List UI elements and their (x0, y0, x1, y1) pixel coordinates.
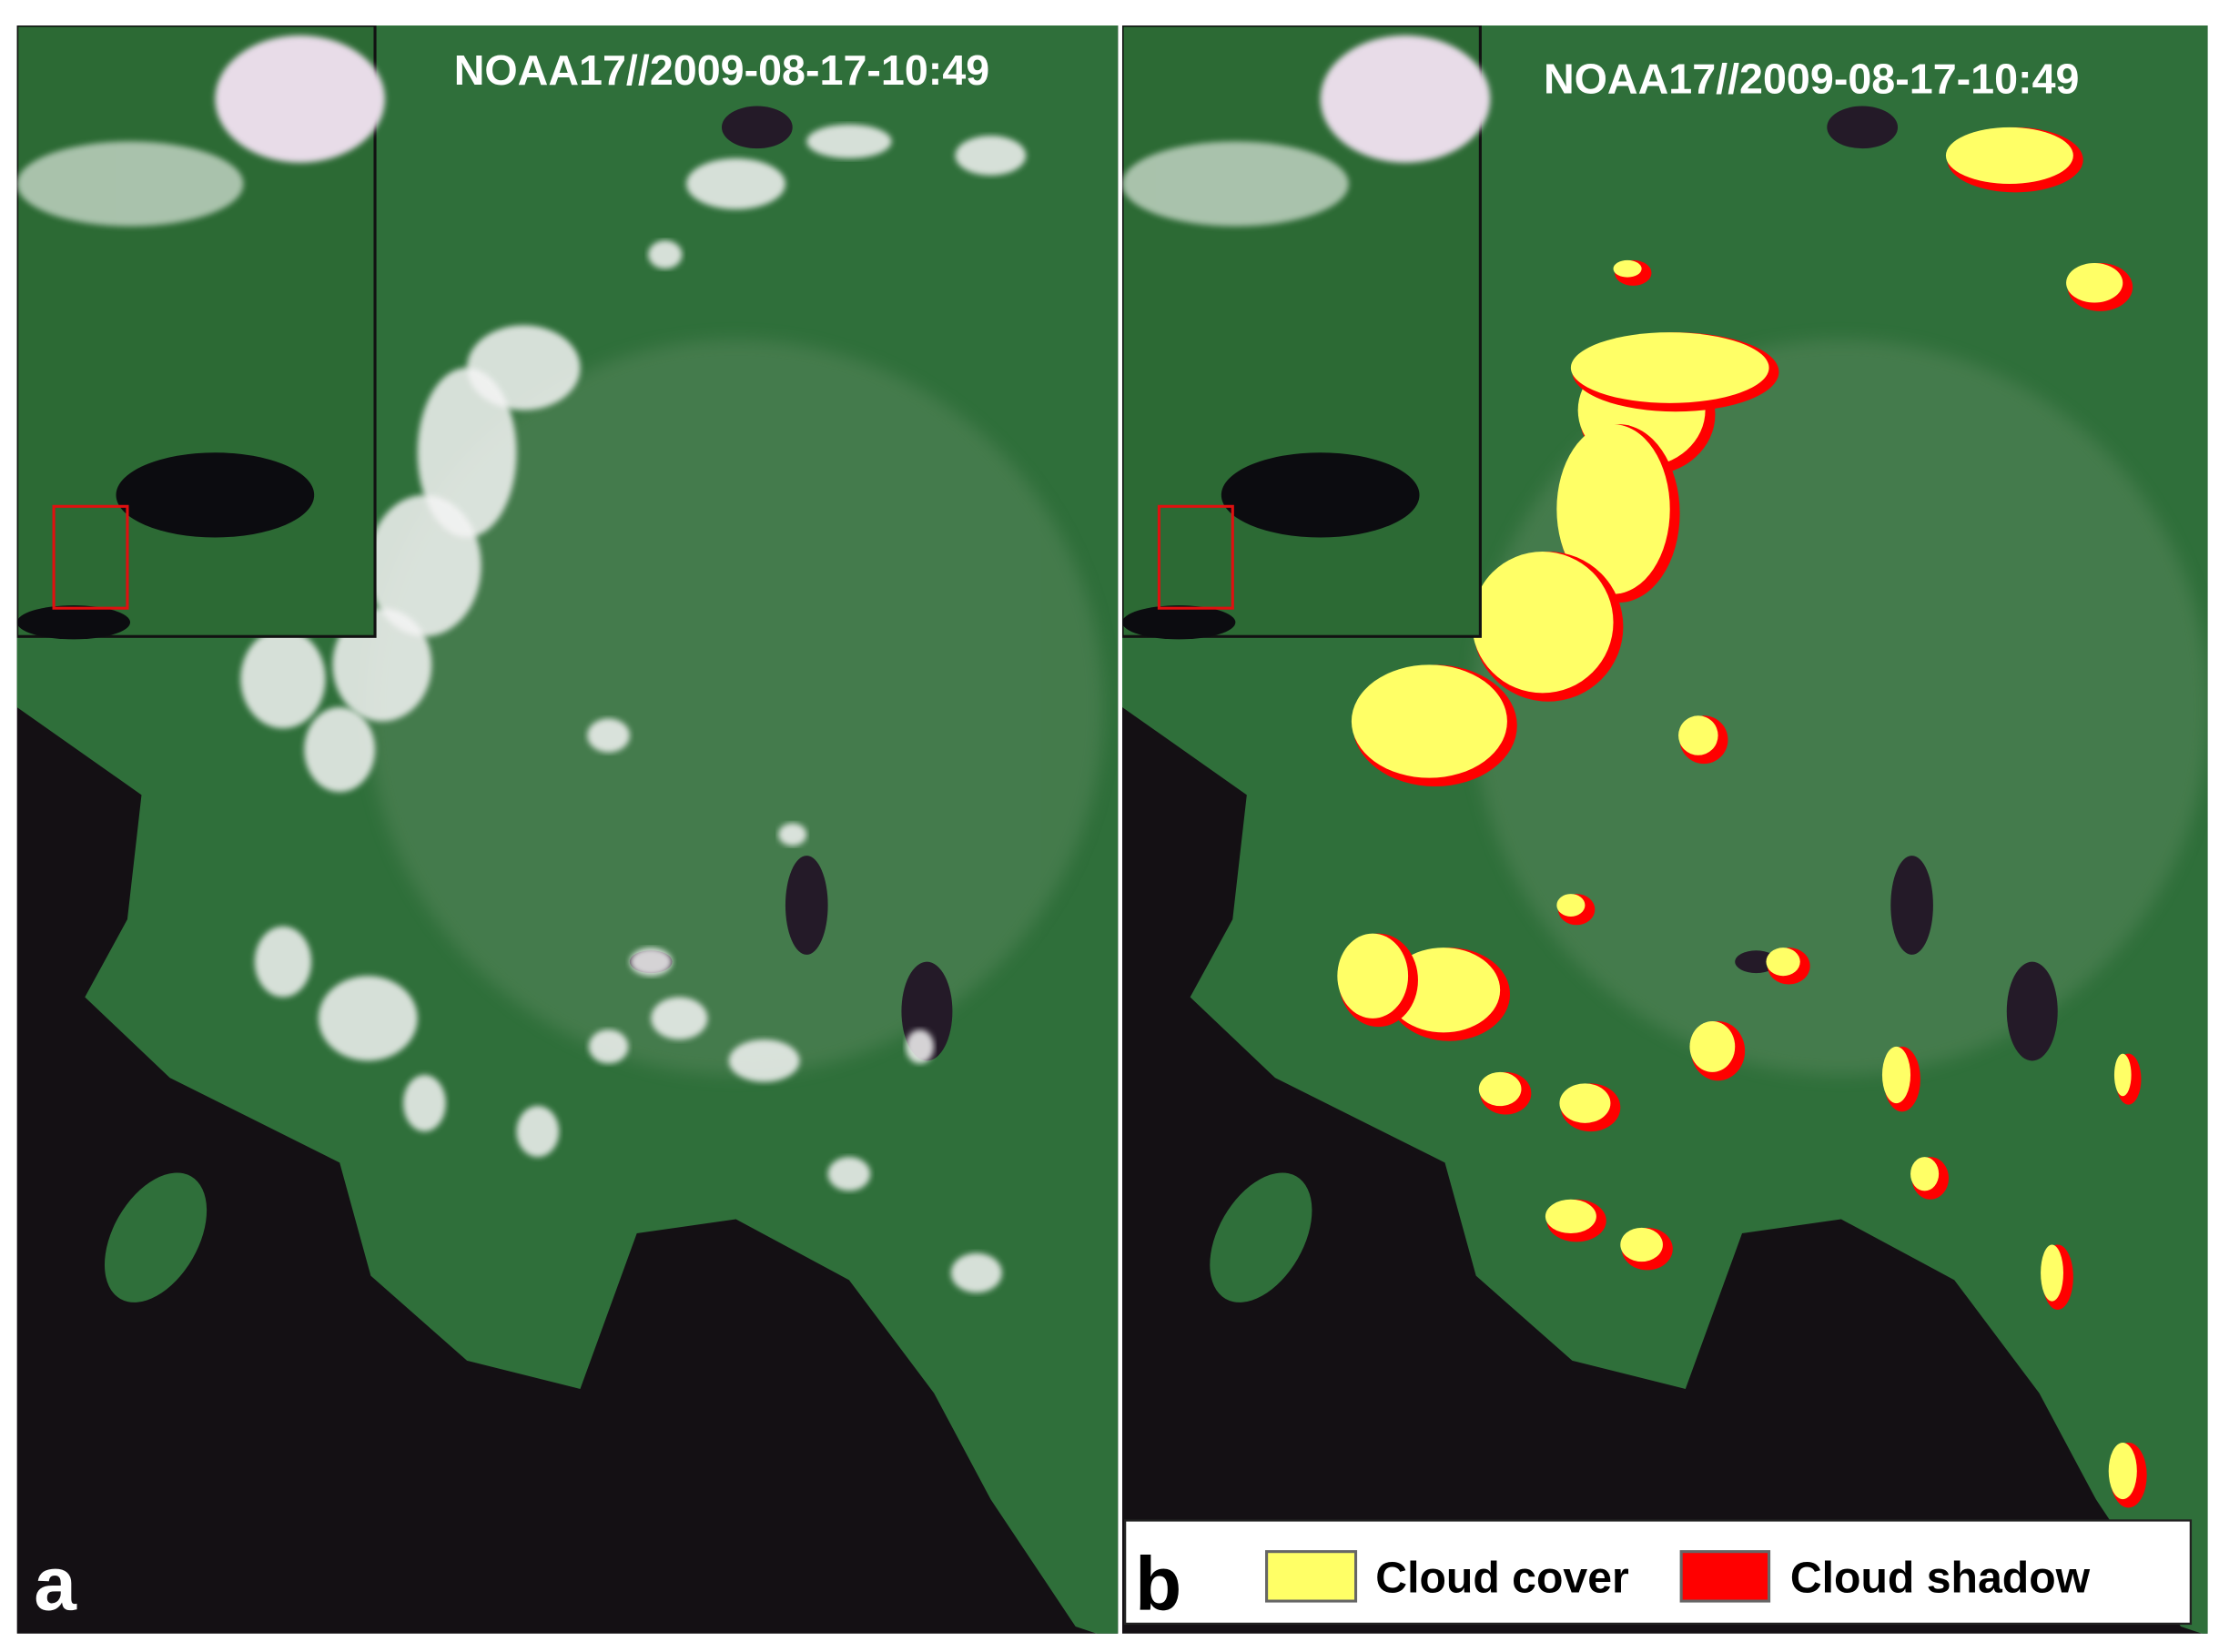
timestamp: NOAA17//2009-08-17-10:49 (1544, 56, 2080, 103)
inset-sea (116, 452, 315, 538)
cloud (648, 240, 683, 269)
legend-swatch (1265, 1550, 1358, 1603)
cloud (806, 124, 892, 159)
cloud-cover (1910, 1157, 1940, 1191)
lake (785, 856, 828, 955)
cloud-cover (1570, 332, 1769, 403)
inset-cloud (16, 141, 244, 227)
legend-swatch (1679, 1550, 1771, 1603)
cloud (516, 1106, 560, 1158)
lake (2006, 961, 2058, 1061)
cloud (778, 823, 807, 846)
cloud (906, 1029, 935, 1064)
cloud (587, 718, 630, 753)
cloud (240, 629, 326, 729)
cloud-cover (1945, 127, 2073, 185)
cloud (629, 948, 673, 977)
cloud-cover (1620, 1227, 1663, 1262)
inset-sea (1121, 605, 1236, 640)
cloud (728, 1039, 800, 1082)
cloud (651, 997, 708, 1040)
panel-label: b (1135, 1540, 1181, 1626)
land-tone (368, 339, 1104, 1075)
lake (1827, 106, 1899, 149)
timestamp: NOAA17//2009-08-17-10:49 (454, 46, 990, 94)
cloud-cover (2041, 1244, 2063, 1302)
panel-label: a (34, 1540, 77, 1626)
cloud-cover (1613, 259, 1642, 278)
cloud (950, 1252, 1002, 1293)
cloud (955, 136, 1027, 176)
lake (721, 106, 793, 149)
cloud-cover (1556, 894, 1586, 917)
cloud-cover (1766, 948, 1800, 977)
cloud-cover (1478, 1071, 1522, 1107)
island (1210, 1172, 1312, 1302)
cloud-cover (1689, 1020, 1736, 1072)
legend-label: Cloud cover (1375, 1554, 1629, 1603)
inset-sea (1221, 452, 1420, 538)
inset-cloud (215, 35, 385, 163)
inset-sea (16, 605, 131, 640)
lake (1890, 856, 1933, 955)
cloud-cover (1351, 664, 1507, 778)
cloud (368, 494, 481, 637)
cloud (254, 926, 312, 998)
legend-label: Cloud shadow (1790, 1554, 2091, 1603)
cloud-cover (1472, 552, 1614, 694)
cloud (588, 1029, 629, 1064)
cloud-cover (2108, 1443, 2137, 1500)
cloud-cover (1559, 1083, 1611, 1123)
cloud-cover (1556, 424, 1670, 594)
island (104, 1172, 208, 1302)
cloud-cover (1881, 1046, 1911, 1104)
lake (1735, 950, 1778, 974)
inset-cloud (1320, 35, 1491, 163)
inset-marker (1157, 504, 1234, 610)
panel-a (16, 25, 1119, 1634)
cloud (304, 706, 376, 793)
cloud-cover (1678, 715, 1718, 755)
inset-cloud (1121, 141, 1349, 227)
cloud (417, 368, 517, 538)
cloud-cover (2066, 263, 2123, 303)
cloud-cover (2113, 1053, 2132, 1097)
cloud (827, 1157, 871, 1191)
cloud (318, 976, 418, 1061)
cloud (686, 158, 785, 209)
inset-marker (52, 504, 129, 610)
panel-b (1121, 25, 2208, 1634)
cloud (403, 1074, 446, 1132)
cloud-cover (1337, 933, 1409, 1019)
cloud-cover (1545, 1199, 1596, 1234)
